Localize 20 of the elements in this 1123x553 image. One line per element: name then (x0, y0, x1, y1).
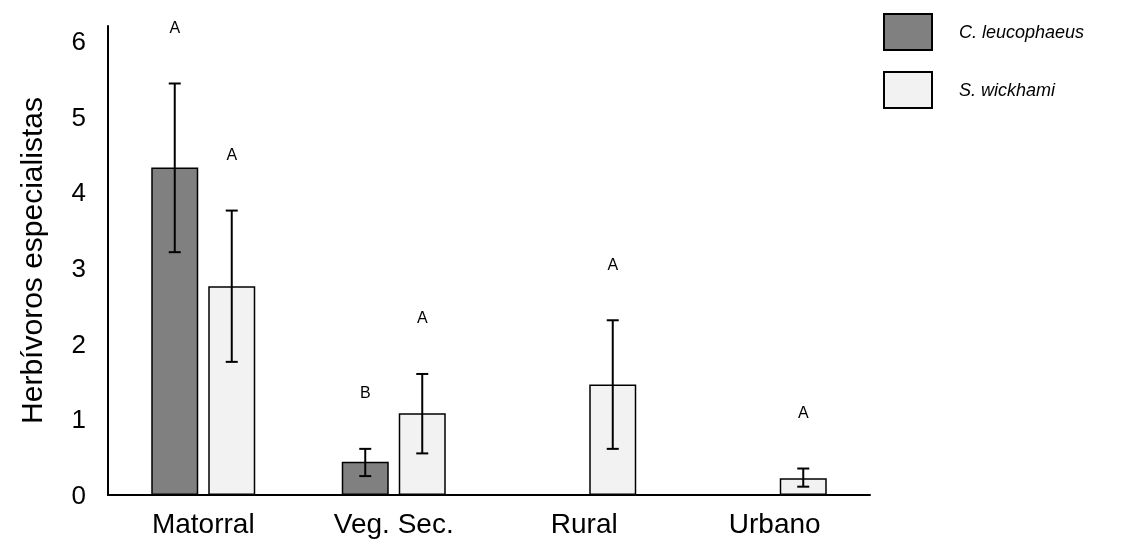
legend-label: S. wickhami (959, 80, 1057, 100)
annotation: A (416, 309, 428, 327)
x-tick-label: Urbano (728, 507, 821, 539)
y-tick-label: 4 (71, 177, 86, 208)
y-tick-label: 2 (71, 328, 86, 359)
x-tick-label: Matorral (151, 507, 255, 539)
y-tick-label: 6 (71, 26, 86, 57)
annotation: A (797, 404, 809, 422)
y-tick-label: 5 (71, 101, 86, 132)
annotation: B (359, 384, 371, 402)
y-tick-label: 0 (71, 480, 86, 510)
x-tick-label: Rural (550, 507, 618, 539)
y-tick-label: 3 (71, 253, 86, 284)
x-tick-label: Veg. Sec. (333, 507, 454, 539)
legend-label: C. leucophaeus (959, 22, 1085, 42)
annotation: A (607, 255, 619, 273)
y-tick-label: 1 (71, 404, 86, 435)
annotation: A (226, 146, 238, 164)
y-axis-title: Herbívoros especialistas (14, 97, 48, 424)
annotation: A (169, 18, 181, 36)
